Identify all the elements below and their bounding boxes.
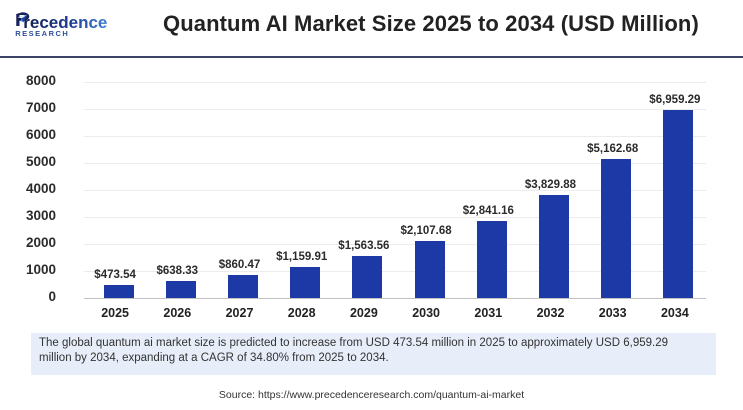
svg-text:RESEARCH: RESEARCH: [15, 29, 69, 38]
